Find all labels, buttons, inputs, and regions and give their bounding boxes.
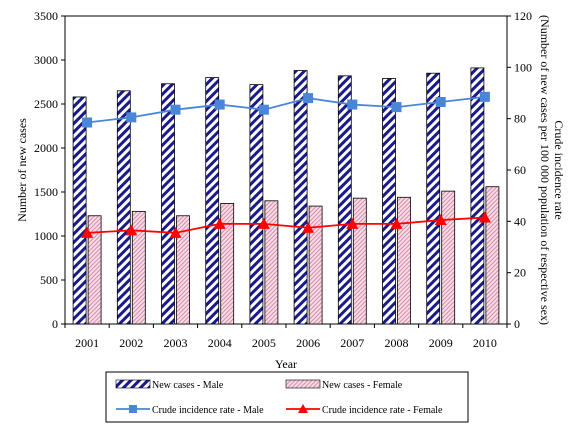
y-tick-label: 2500	[34, 97, 58, 111]
point-rate-female-2004	[213, 217, 226, 229]
x-tick-label: 2002	[119, 336, 143, 350]
line-series-group	[81, 91, 491, 238]
y-tick-label: 3500	[34, 9, 58, 23]
legend-label-female-rate: Crude incidence rate - Female	[322, 405, 443, 416]
series-new-cases-male	[72, 67, 485, 325]
y-axis-left: 0 500 1000 1500 2000 2500 3000 3500	[34, 9, 65, 331]
y-tick-label: 2000	[34, 141, 58, 155]
legend-swatch-female-bars	[285, 379, 321, 389]
x-tick-label: 2006	[296, 336, 320, 350]
x-axis: 2001 2002 2003 2004 2005 2006 2007 2008 2009 2010	[64, 324, 508, 350]
point-rate-female-2006	[302, 221, 315, 233]
series-new-cases-female	[87, 186, 500, 325]
line-rate-female	[87, 216, 485, 234]
y2-tick-label: 100	[514, 60, 532, 74]
legend: New cases - Male New cases - Female Crude …	[105, 371, 469, 423]
point-rate-female-2001	[81, 226, 94, 238]
y2-tick-label: 20	[514, 266, 526, 280]
x-tick-label: 2004	[208, 336, 232, 350]
bar-male-2007	[337, 75, 352, 325]
legend-swatch-male-bars	[115, 379, 151, 389]
y-axis-title: Number of new cases	[15, 118, 29, 222]
bar-female-2003	[176, 215, 190, 325]
y2-axis-title-line1: Crude incidence rate	[552, 120, 566, 219]
point-rate-male-2007	[347, 99, 358, 110]
point-rate-male-2004	[214, 99, 225, 110]
bar-female-2004	[220, 203, 235, 325]
point-rate-female-2010	[478, 211, 491, 223]
y-tick-label: 500	[40, 273, 58, 287]
point-rate-male-2001	[82, 117, 93, 128]
point-rate-male-2009	[435, 96, 446, 107]
point-rate-female-2005	[257, 217, 270, 229]
x-tick-label: 2005	[252, 336, 276, 350]
x-tick-label: 2003	[164, 336, 188, 350]
bar-female-2001	[87, 215, 102, 325]
bar-female-2007	[352, 197, 367, 325]
bar-male-2003	[161, 83, 175, 325]
legend-label-male-rate: Crude incidence rate - Male	[152, 405, 264, 416]
x-tick-label: 2008	[385, 336, 409, 350]
point-rate-male-2005	[258, 104, 269, 115]
bar-female-2008	[397, 196, 411, 325]
x-tick-label: 2010	[473, 336, 497, 350]
x-axis-title: Year	[275, 357, 297, 371]
bar-female-2006	[308, 205, 323, 325]
x-tick-label: 2001	[75, 336, 99, 350]
y2-tick-label: 60	[514, 163, 526, 177]
bar-male-2005	[249, 84, 264, 325]
point-rate-female-2003	[169, 226, 182, 238]
y2-axis-title-line2: (Number of new cases per 100 000 populat…	[538, 15, 552, 325]
point-rate-female-2002	[125, 224, 138, 236]
point-rate-female-2009	[434, 214, 447, 226]
bar-male-2001	[72, 96, 87, 325]
bar-male-2008	[382, 78, 396, 325]
bar-male-2006	[293, 70, 308, 325]
bar-male-2010	[470, 67, 485, 325]
y-tick-label: 1500	[34, 185, 58, 199]
legend-swatch-male-rate-marker	[129, 405, 137, 413]
bar-male-2004	[205, 77, 220, 325]
y-tick-label: 1000	[34, 229, 58, 243]
point-rate-male-2006	[303, 93, 314, 104]
bar-male-2002	[116, 90, 131, 325]
plot-area	[64, 15, 508, 325]
x-tick-label: 2009	[429, 336, 453, 350]
point-rate-male-2003	[170, 104, 181, 115]
x-tick-label: 2007	[340, 336, 364, 350]
y2-tick-label: 80	[514, 112, 526, 126]
y-tick-label: 3000	[34, 53, 58, 67]
legend-swatch-female-rate-marker	[298, 404, 308, 413]
legend-label-female-bars: New cases - Female	[322, 380, 403, 391]
point-rate-male-2008	[391, 102, 402, 113]
bar-female-2002	[131, 210, 146, 325]
plot-frame	[64, 15, 508, 325]
y2-tick-label: 40	[514, 214, 526, 228]
bar-female-2005	[264, 200, 279, 325]
y2-tick-label: 0	[514, 317, 520, 331]
legend-label-male-bars: New cases - Male	[152, 380, 224, 391]
point-rate-female-2007	[346, 217, 359, 229]
line-rate-male	[86, 95, 486, 124]
point-rate-female-2008	[390, 217, 403, 229]
y-axis-right: 0 20 40 60 80 100 120	[507, 9, 532, 331]
point-rate-male-2002	[126, 112, 137, 123]
bar-female-2010	[485, 186, 500, 325]
point-rate-male-2010	[479, 91, 490, 102]
bar-female-2009	[441, 190, 456, 325]
y2-tick-label: 120	[514, 9, 532, 23]
y-tick-label: 0	[52, 317, 58, 331]
bar-male-2009	[426, 72, 441, 325]
